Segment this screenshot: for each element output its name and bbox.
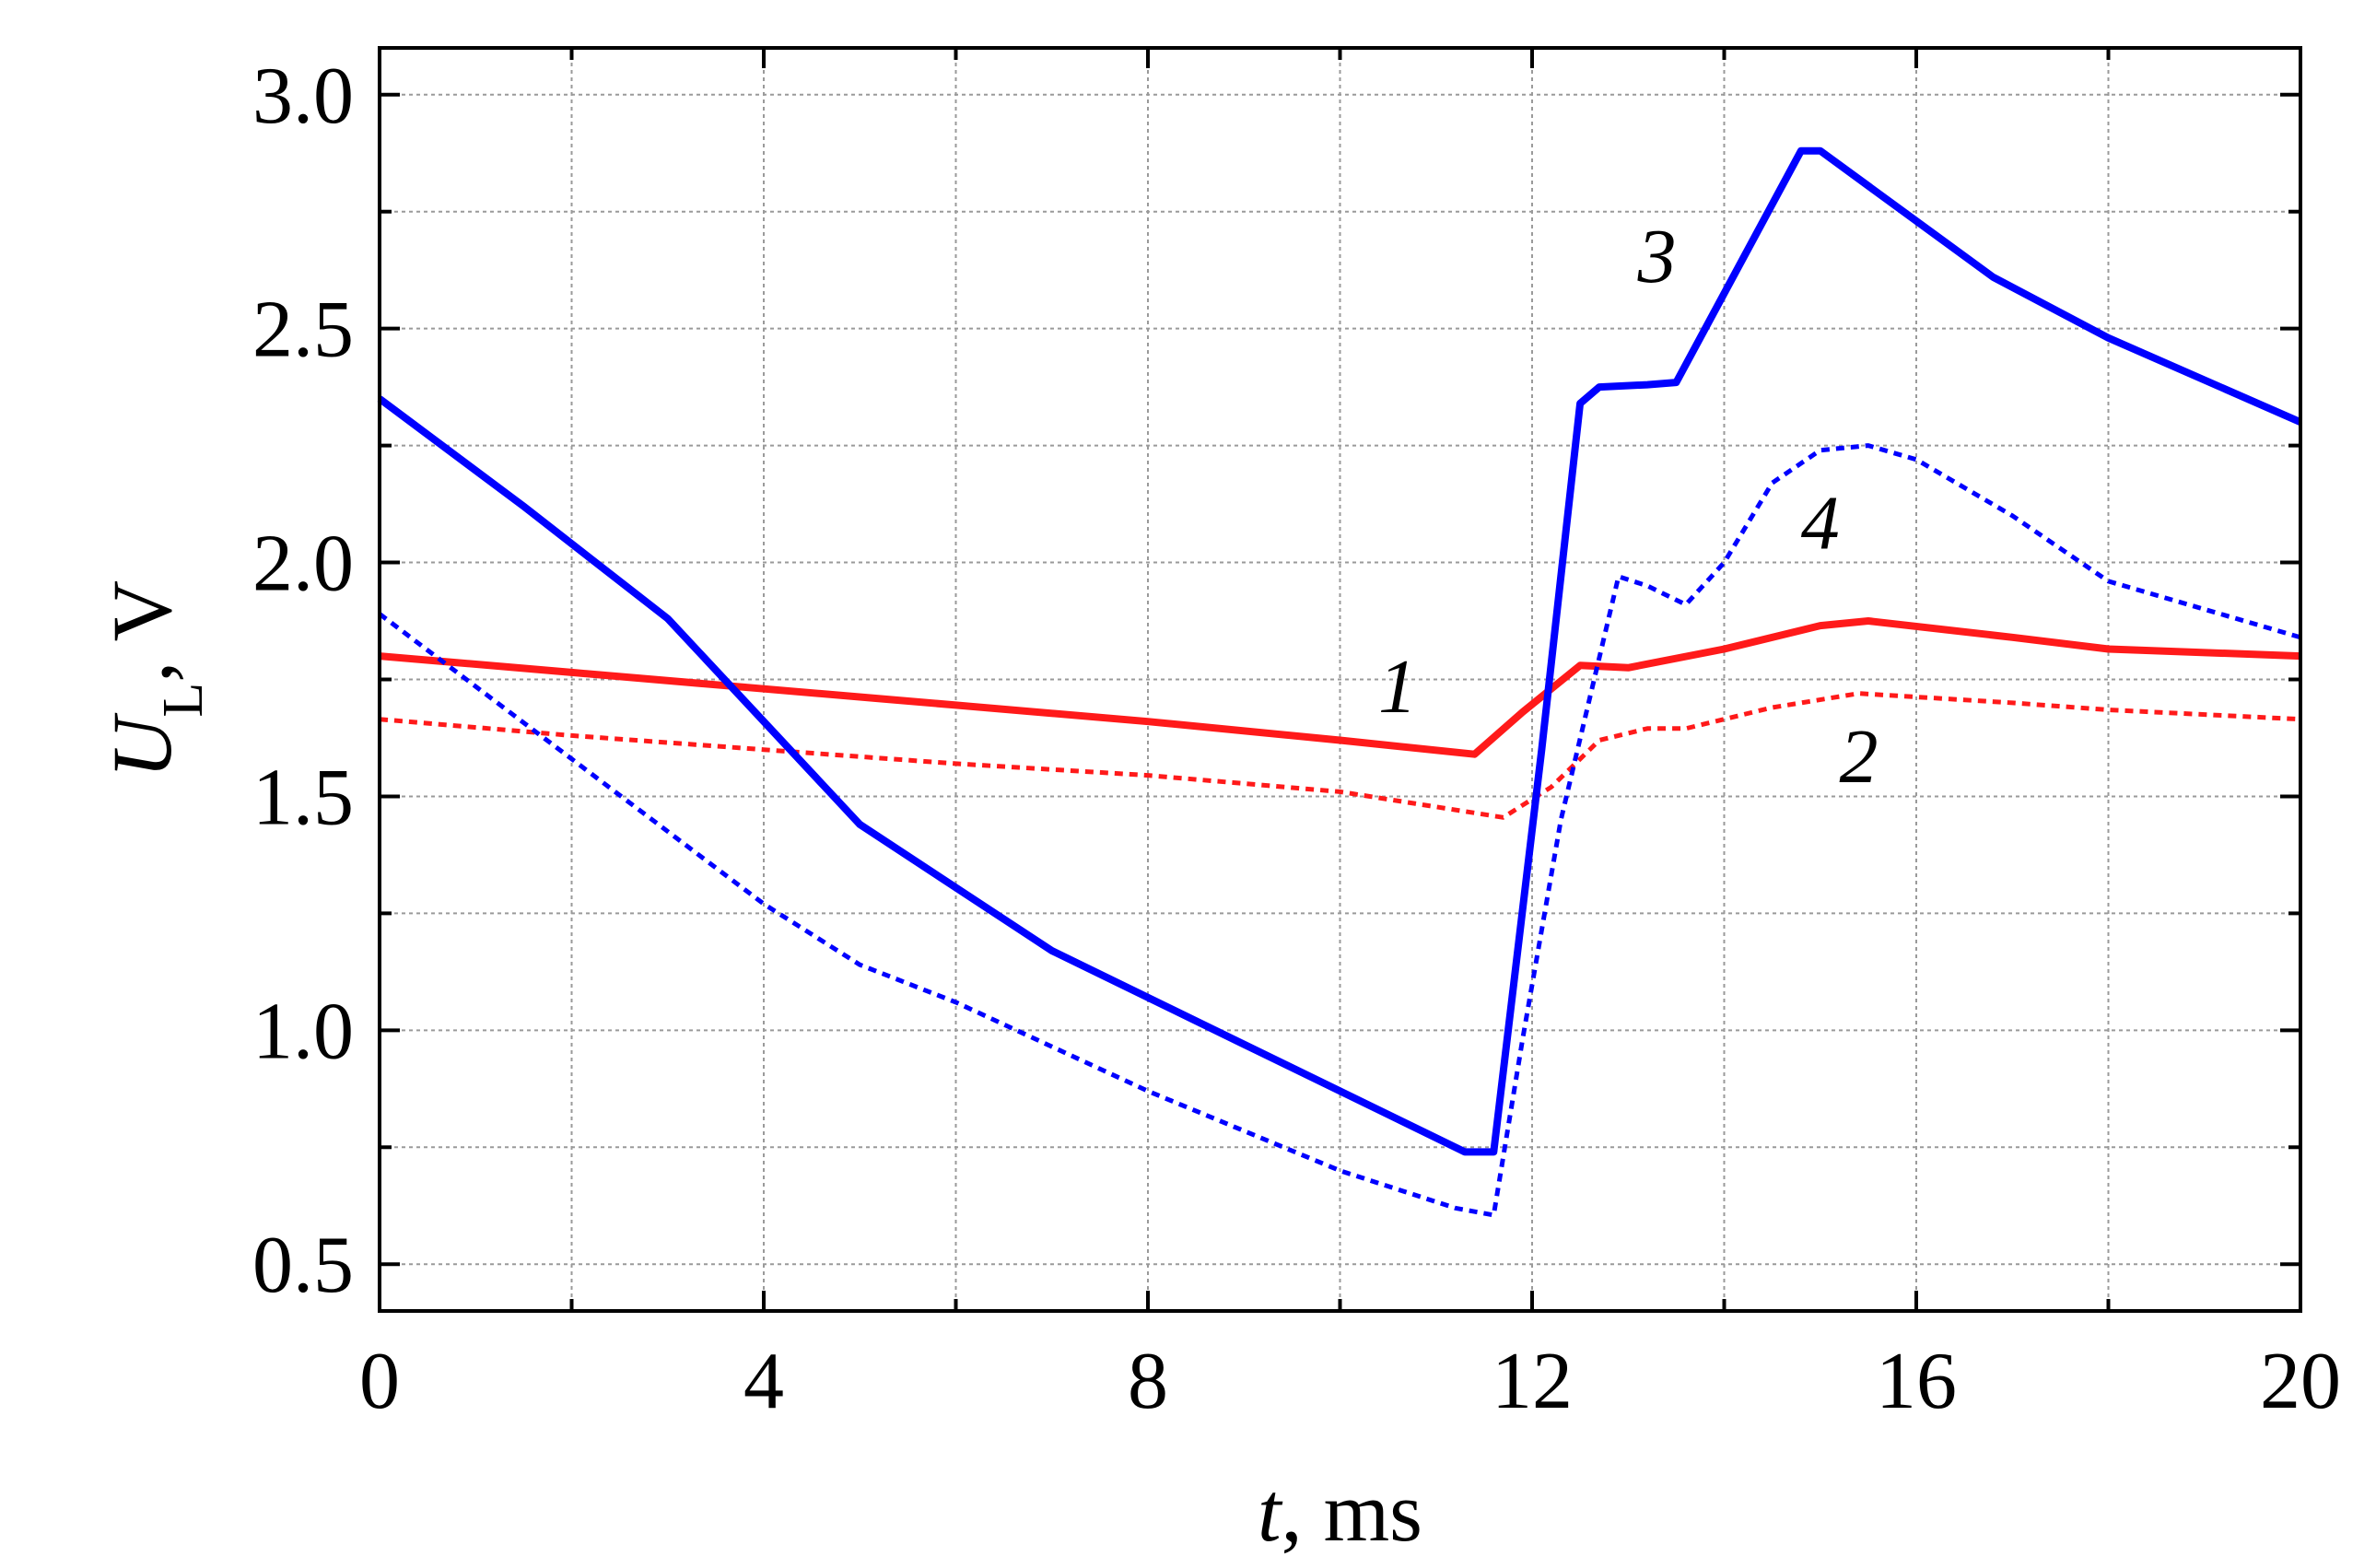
series-lines [377, 146, 2302, 1218]
x-axis-label: t, ms [1258, 1465, 1422, 1559]
axis-ticks [378, 48, 2302, 1311]
x-tick-labels: 0 4 8 12 16 20 [359, 1337, 2341, 1426]
series-4-line [378, 443, 2301, 1218]
x-axis-variable: t [1258, 1465, 1283, 1559]
series-3-label: 3 [1637, 214, 1677, 299]
y-tick-labels: 0.5 1.0 1.5 2.0 2.5 3.0 [252, 52, 354, 1310]
y-tick-label: 2.0 [252, 520, 354, 609]
series-3-line [377, 146, 2302, 1156]
series-2-label: 2 [1839, 714, 1878, 800]
series-4-label: 4 [1801, 480, 1840, 566]
curve-labels: 1 2 3 4 [1378, 214, 1878, 800]
x-axis-unit: , ms [1282, 1465, 1422, 1559]
x-tick-label: 12 [1492, 1337, 1573, 1426]
series-1-label: 1 [1378, 644, 1417, 730]
y-axis-label: UL, V [95, 580, 215, 778]
y-axis-subscript: L [152, 683, 215, 718]
x-tick-label: 0 [359, 1337, 400, 1426]
y-tick-label: 1.5 [252, 753, 354, 842]
x-tick-label: 20 [2260, 1337, 2341, 1426]
y-axis-unit: , V [95, 580, 189, 683]
x-tick-label: 16 [1876, 1337, 1957, 1426]
y-axis-variable: U [95, 712, 189, 778]
series-2-line [379, 691, 2301, 820]
x-tick-label: 8 [1128, 1337, 1168, 1426]
y-tick-label: 2.5 [252, 286, 354, 375]
y-tick-label: 0.5 [252, 1221, 354, 1310]
y-tick-label: 1.0 [252, 987, 354, 1076]
grid-lines [379, 48, 2301, 1311]
x-tick-label: 4 [743, 1337, 784, 1426]
y-tick-label: 3.0 [252, 52, 354, 141]
